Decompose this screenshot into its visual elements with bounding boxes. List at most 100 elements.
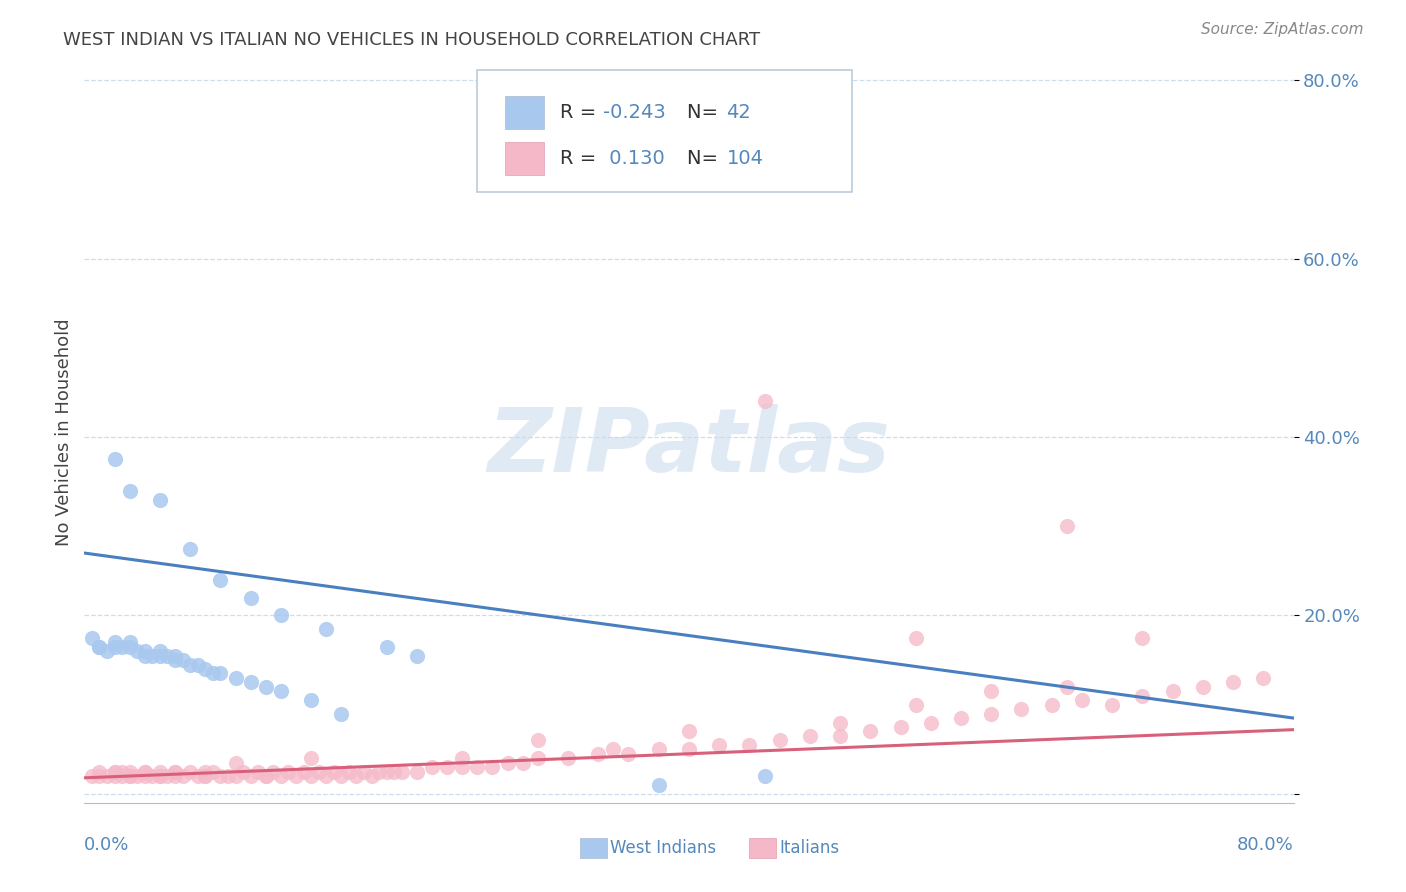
- Point: [239, 675, 262, 690]
- Point: [980, 684, 1002, 698]
- Point: [308, 764, 330, 779]
- Point: [920, 715, 942, 730]
- Point: [512, 756, 534, 770]
- Point: [89, 769, 111, 783]
- Point: [225, 671, 247, 685]
- Point: [382, 764, 405, 779]
- Point: [127, 644, 149, 658]
- Point: [678, 742, 700, 756]
- Point: [299, 751, 322, 765]
- Point: [96, 644, 118, 658]
- Text: ZIPatlas: ZIPatlas: [488, 404, 890, 491]
- Point: [436, 760, 458, 774]
- Text: 80.0%: 80.0%: [1237, 836, 1294, 855]
- Point: [254, 769, 277, 783]
- Point: [375, 640, 398, 654]
- Bar: [749, 838, 776, 858]
- Point: [134, 764, 156, 779]
- Point: [322, 764, 344, 779]
- Point: [292, 764, 315, 779]
- Point: [270, 684, 292, 698]
- Point: [1011, 702, 1033, 716]
- Point: [406, 648, 429, 663]
- Point: [1161, 684, 1184, 698]
- Point: [950, 711, 973, 725]
- Point: [678, 724, 700, 739]
- Point: [1130, 689, 1153, 703]
- Point: [209, 769, 232, 783]
- Point: [904, 631, 927, 645]
- Point: [254, 680, 277, 694]
- Point: [89, 640, 111, 654]
- Y-axis label: No Vehicles in Household: No Vehicles in Household: [55, 318, 73, 547]
- Point: [527, 733, 550, 747]
- Point: [285, 769, 308, 783]
- Point: [239, 769, 262, 783]
- Point: [89, 764, 111, 779]
- Point: [194, 662, 217, 676]
- Point: [111, 640, 134, 654]
- Point: [262, 764, 284, 779]
- Point: [134, 764, 156, 779]
- Point: [201, 764, 224, 779]
- Point: [353, 764, 375, 779]
- Point: [118, 769, 141, 783]
- Point: [217, 769, 239, 783]
- Point: [830, 715, 852, 730]
- Point: [451, 751, 474, 765]
- Point: [467, 760, 489, 774]
- Point: [738, 738, 761, 752]
- Point: [149, 644, 172, 658]
- Point: [96, 769, 118, 783]
- Point: [134, 769, 156, 783]
- Point: [451, 760, 474, 774]
- Point: [754, 394, 776, 409]
- Point: [481, 760, 503, 774]
- Point: [270, 769, 292, 783]
- Point: [194, 769, 217, 783]
- Point: [830, 729, 852, 743]
- Point: [406, 764, 429, 779]
- Point: [648, 778, 671, 792]
- Bar: [581, 838, 607, 858]
- Point: [118, 640, 141, 654]
- Point: [1192, 680, 1215, 694]
- Point: [1130, 631, 1153, 645]
- Point: [315, 622, 337, 636]
- Point: [104, 764, 127, 779]
- Point: [1253, 671, 1275, 685]
- Point: [179, 657, 201, 672]
- Point: [187, 769, 209, 783]
- Point: [141, 769, 163, 783]
- Point: [420, 760, 443, 774]
- Point: [239, 591, 262, 605]
- Point: [134, 648, 156, 663]
- Point: [104, 635, 127, 649]
- Point: [617, 747, 640, 761]
- Point: [980, 706, 1002, 721]
- Point: [859, 724, 882, 739]
- Point: [247, 764, 270, 779]
- Point: [1056, 519, 1078, 533]
- Text: N=: N=: [686, 103, 724, 122]
- Point: [80, 769, 103, 783]
- Point: [232, 764, 254, 779]
- Bar: [505, 142, 544, 175]
- Text: 42: 42: [727, 103, 751, 122]
- Point: [201, 666, 224, 681]
- Point: [1071, 693, 1094, 707]
- Point: [602, 742, 624, 756]
- Text: 0.0%: 0.0%: [84, 836, 129, 855]
- Point: [141, 648, 163, 663]
- Point: [165, 769, 187, 783]
- Point: [277, 764, 299, 779]
- Point: [375, 764, 398, 779]
- Point: [496, 756, 519, 770]
- Point: [165, 648, 187, 663]
- Point: [118, 483, 141, 498]
- Text: N=: N=: [686, 149, 724, 169]
- Point: [149, 769, 172, 783]
- Point: [270, 608, 292, 623]
- Point: [225, 756, 247, 770]
- Point: [80, 631, 103, 645]
